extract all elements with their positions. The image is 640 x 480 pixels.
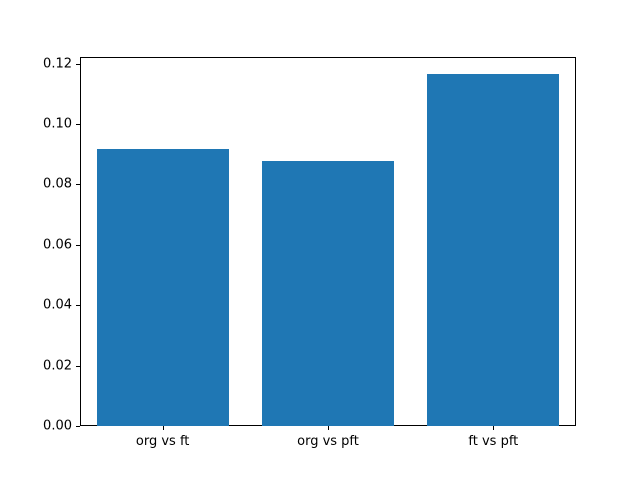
x-tick-label: ft vs pft [468, 434, 519, 449]
bar-ft-vs-pft [427, 74, 560, 426]
y-tick-mark [76, 184, 80, 186]
y-tick-label: 0.02 [43, 358, 72, 374]
x-tick-mark [162, 426, 164, 430]
x-tick-label: org vs pft [297, 434, 359, 449]
x-tick-mark [328, 426, 329, 430]
y-tick-label: 0.00 [43, 418, 72, 434]
y-tick-mark [76, 365, 80, 367]
x-tick-label: org vs ft [135, 434, 190, 449]
y-tick-label: 0.10 [43, 116, 72, 132]
y-tick-mark [76, 426, 80, 427]
y-tick-label: 0.04 [43, 297, 72, 313]
y-tick-mark [76, 244, 80, 246]
y-tick-label: 0.08 [43, 176, 72, 192]
y-tick-label: 0.06 [43, 237, 72, 253]
y-tick-mark [76, 124, 80, 126]
bar-org-vs-ft [96, 149, 229, 426]
x-tick-mark [493, 426, 495, 430]
y-tick-mark [76, 305, 80, 307]
y-tick-label: 0.12 [43, 56, 72, 72]
bar-org-vs-pft [261, 160, 395, 426]
y-tick-mark [76, 63, 80, 65]
